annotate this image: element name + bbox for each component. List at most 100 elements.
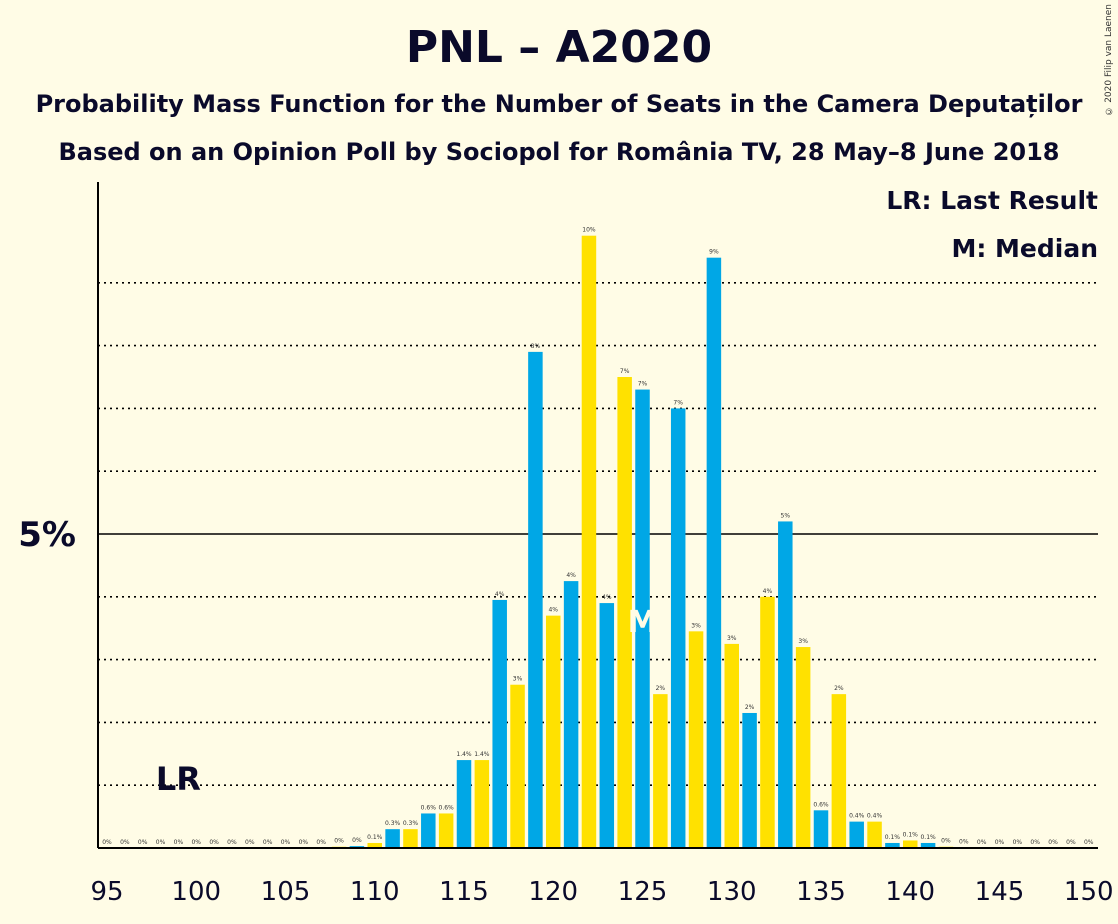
- bar-seat-115: [456, 760, 472, 848]
- bar-label-seat-137: 0.4%: [849, 813, 865, 820]
- bar-label-seat-149: 0%: [1066, 839, 1076, 846]
- bar-seat-122: [581, 235, 597, 848]
- bar-label-seat-142: 0%: [941, 838, 951, 845]
- bar-label-seat-120: 4%: [548, 607, 558, 614]
- bar-seat-141: [920, 842, 936, 848]
- bar-seat-131: [742, 712, 757, 848]
- bar-label-seat-126: 2%: [656, 685, 666, 692]
- chart-title: PNL – A2020: [405, 22, 713, 73]
- chart-source: Based on an Opinion Poll by Sociopol for…: [58, 138, 1060, 166]
- bar-label-seat-107: 0%: [316, 839, 326, 846]
- x-tick-105: 105: [261, 877, 311, 907]
- x-tick-125: 125: [618, 877, 668, 907]
- bar-label-seat-105: 0%: [281, 839, 291, 846]
- bar-label-seat-123: 4%: [602, 594, 612, 601]
- bar-label-seat-104: 0%: [263, 839, 273, 846]
- grid-lines: [98, 281, 1098, 787]
- bar-label-seat-108: 0%: [334, 838, 344, 845]
- y-tick-labels: 5%: [18, 515, 76, 555]
- legend-last-result: LR: Last Result: [886, 186, 1098, 215]
- bar-label-seat-116: 1.4%: [474, 751, 490, 758]
- x-tick-140: 140: [885, 877, 935, 907]
- x-tick-130: 130: [707, 877, 757, 907]
- bar-seat-129: [706, 257, 722, 848]
- x-tick-115: 115: [439, 877, 489, 907]
- x-tick-110: 110: [350, 877, 400, 907]
- median-marker: M: [628, 605, 658, 640]
- bar-seat-125: [635, 389, 650, 848]
- bar-label-seat-136: 2%: [834, 685, 844, 692]
- bar-seat-110: [367, 842, 382, 848]
- bar-label-seat-129: 9%: [709, 249, 719, 256]
- bar-seat-134: [795, 647, 811, 848]
- x-tick-150: 150: [1064, 877, 1114, 907]
- bar-label-seat-99: 0%: [174, 839, 184, 846]
- bars: [331, 235, 972, 848]
- bar-label-seat-132: 4%: [763, 588, 773, 595]
- bar-label-seat-124: 7%: [620, 368, 630, 375]
- bar-seat-119: [528, 351, 543, 848]
- bar-label-seat-143: 0%: [959, 838, 969, 845]
- axes: [97, 182, 1098, 849]
- bar-label-seat-95: 0%: [102, 839, 112, 846]
- bar-label-seat-140: 0.1%: [903, 831, 919, 838]
- x-tick-95: 95: [90, 877, 123, 907]
- bar-label-seat-115: 1.4%: [456, 751, 472, 758]
- bar-label-seat-139: 0.1%: [885, 834, 901, 841]
- bar-seat-126: [653, 694, 668, 848]
- bar-seat-112: [403, 829, 418, 848]
- bar-label-seat-111: 0.3%: [385, 820, 401, 827]
- bar-seat-113: [421, 813, 436, 848]
- x-tick-labels: 95 100 105 110 115 120 125 130 135 140 145 150: [90, 877, 1113, 907]
- bar-label-seat-97: 0%: [138, 839, 148, 846]
- bar-seat-128: [688, 631, 704, 848]
- bar-seat-130: [724, 643, 739, 848]
- bar-seat-139: [885, 842, 900, 848]
- chart-subtitle: Probability Mass Function for the Number…: [35, 90, 1083, 118]
- bar-label-seat-106: 0%: [299, 839, 309, 846]
- bar-label-seat-121: 4%: [566, 572, 576, 579]
- x-tick-135: 135: [796, 877, 846, 907]
- bar-seat-140: [903, 840, 918, 848]
- bar-label-seat-145: 0%: [995, 839, 1005, 846]
- bar-label-seat-141: 0.1%: [920, 834, 936, 841]
- bar-label-seat-128: 3%: [691, 622, 701, 629]
- last-result-marker: LR: [156, 760, 201, 798]
- x-tick-100: 100: [171, 877, 221, 907]
- bar-seat-118: [510, 684, 525, 848]
- bar-label-seat-101: 0%: [209, 839, 219, 846]
- bar-label-seat-146: 0%: [1013, 839, 1023, 846]
- bar-seat-135: [813, 810, 829, 848]
- bar-label-seat-98: 0%: [156, 839, 166, 846]
- bar-label-seat-100: 0%: [191, 839, 201, 846]
- bar-seat-116: [474, 760, 490, 848]
- bar-label-seat-130: 3%: [727, 635, 737, 642]
- bar-seat-138: [867, 821, 882, 848]
- bar-label-seat-125: 7%: [638, 381, 648, 388]
- bar-label-seat-110: 0.1%: [367, 834, 383, 841]
- bar-seat-117: [492, 599, 507, 848]
- bar-seat-127: [670, 408, 686, 848]
- bar-label-seat-133: 5%: [781, 512, 791, 519]
- x-tick-120: 120: [528, 877, 578, 907]
- bar-seat-124: [617, 377, 632, 848]
- bar-label-seat-96: 0%: [120, 839, 130, 846]
- bar-label-seat-131: 2%: [745, 704, 755, 711]
- bar-label-seat-117: 4%: [495, 591, 505, 598]
- y-tick-label: 5%: [18, 515, 76, 555]
- bar-label-seat-127: 7%: [673, 399, 683, 406]
- markers: LR M: [156, 605, 658, 798]
- bar-label-seat-114: 0.6%: [439, 804, 455, 811]
- bar-label-seat-150: 0%: [1084, 839, 1094, 846]
- bar-label-seat-118: 3%: [513, 676, 523, 683]
- bar-seat-111: [385, 829, 400, 848]
- bar-seat-132: [760, 596, 775, 848]
- bar-labels: 0% 0% 0% 0% 0% 0% 0% 0% 0% 0% 0% 0% 0% 0% 0% 0.1%0.3% 0.…: [102, 227, 1094, 846]
- bar-label-seat-138: 0.4%: [867, 813, 883, 820]
- bar-seat-121: [563, 581, 579, 848]
- bar-label-seat-113: 0.6%: [421, 804, 437, 811]
- bar-seat-120: [546, 615, 561, 848]
- bar-label-seat-134: 3%: [798, 638, 808, 645]
- bar-label-seat-112: 0.3%: [403, 820, 419, 827]
